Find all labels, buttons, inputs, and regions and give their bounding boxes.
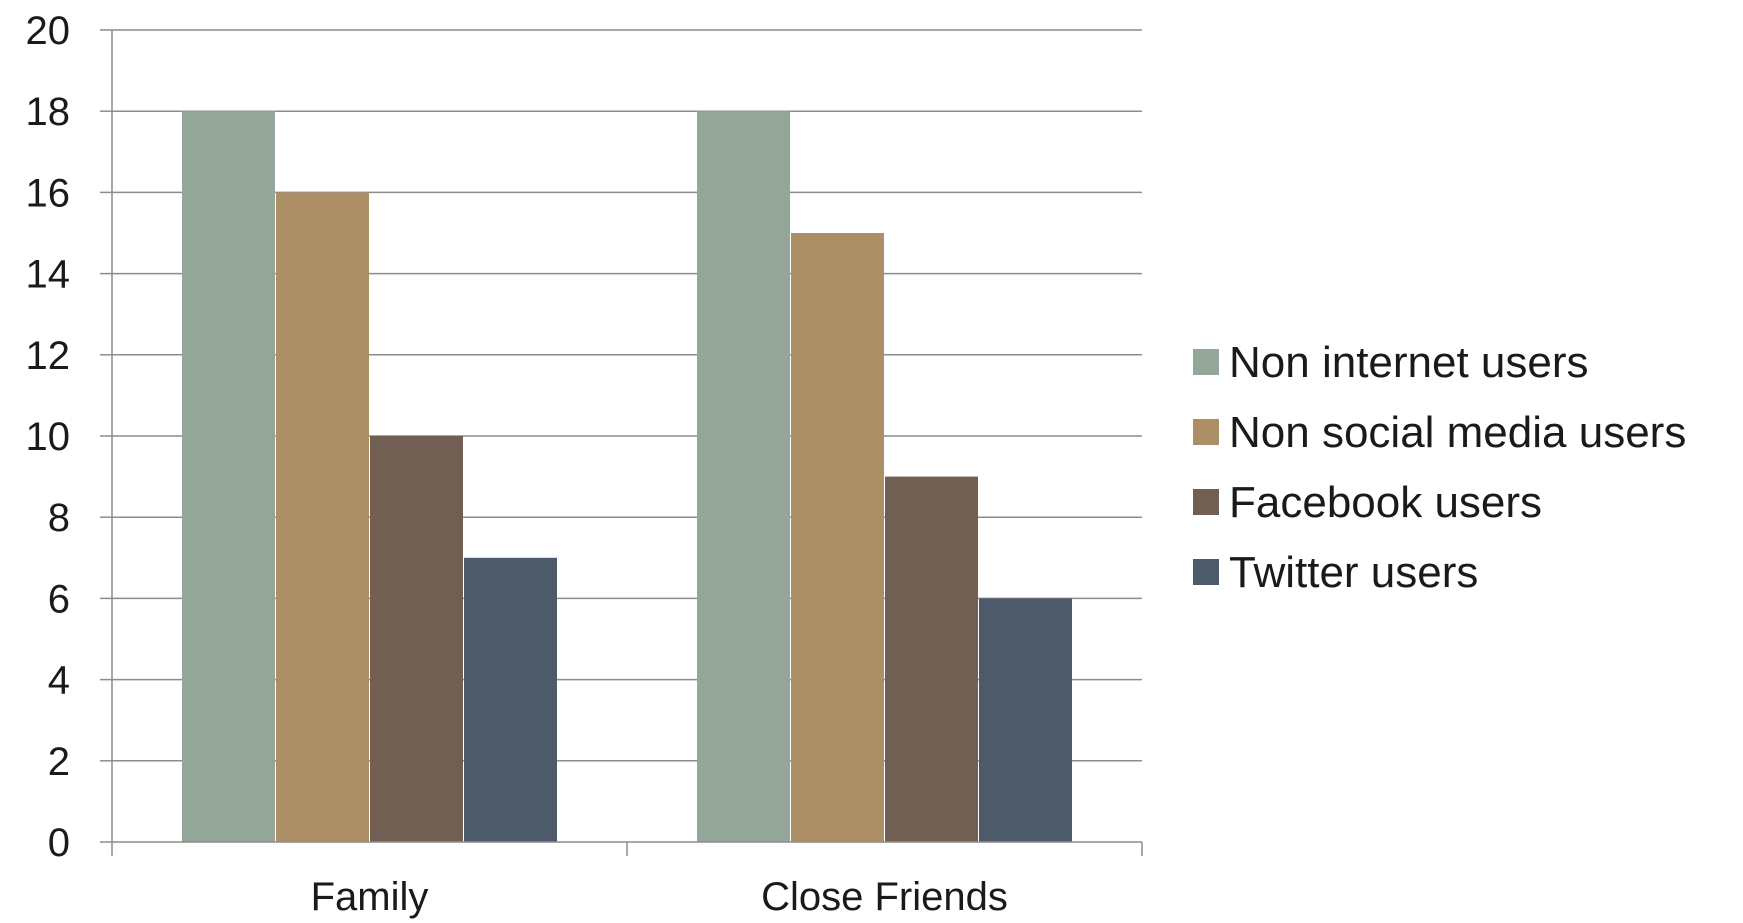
x-tick-label-family: Family bbox=[311, 875, 429, 919]
legend-item-facebook-users: Facebook users bbox=[1193, 478, 1542, 527]
x-tick-label-close-friends: Close Friends bbox=[761, 875, 1008, 919]
bars bbox=[182, 111, 1072, 842]
y-axis-tick-labels: 0 2 4 6 8 10 12 14 16 18 20 bbox=[26, 9, 71, 865]
legend: Non internet users Non social media users… bbox=[1193, 338, 1686, 597]
y-tick-label-8: 8 bbox=[48, 496, 70, 540]
bar-family-facebook-users bbox=[370, 436, 463, 842]
bar-close-friends-non-social-media-users bbox=[791, 233, 884, 842]
bar-close-friends-twitter-users bbox=[979, 598, 1072, 842]
y-tick-label-0: 0 bbox=[48, 821, 70, 865]
bar-close-friends-facebook-users bbox=[885, 476, 978, 842]
y-tick-label-18: 18 bbox=[26, 90, 71, 134]
legend-item-non-internet-users: Non internet users bbox=[1193, 338, 1589, 387]
legend-label: Non internet users bbox=[1229, 338, 1589, 387]
y-tick-label-16: 16 bbox=[26, 171, 71, 215]
bar-family-non-internet-users bbox=[182, 111, 275, 842]
bar-family-non-social-media-users bbox=[276, 192, 369, 842]
bar-family-twitter-users bbox=[464, 557, 557, 842]
legend-swatch bbox=[1193, 489, 1219, 515]
y-tick-label-2: 2 bbox=[48, 740, 70, 784]
legend-label: Facebook users bbox=[1229, 478, 1542, 527]
legend-swatch bbox=[1193, 419, 1219, 445]
legend-item-non-social-media-users: Non social media users bbox=[1193, 408, 1686, 457]
legend-label: Non social media users bbox=[1229, 408, 1686, 457]
x-axis-tick-labels: Family Close Friends bbox=[311, 875, 1008, 919]
y-tick-label-10: 10 bbox=[26, 415, 71, 459]
legend-item-twitter-users: Twitter users bbox=[1193, 548, 1478, 597]
y-tick-label-14: 14 bbox=[26, 253, 71, 297]
y-tick-label-20: 20 bbox=[26, 9, 71, 53]
legend-swatch bbox=[1193, 349, 1219, 375]
bar-close-friends-non-internet-users bbox=[697, 111, 790, 842]
legend-label: Twitter users bbox=[1229, 548, 1478, 597]
y-tick-label-12: 12 bbox=[26, 334, 71, 378]
y-tick-label-6: 6 bbox=[48, 577, 70, 621]
legend-swatch bbox=[1193, 559, 1219, 585]
y-tick-label-4: 4 bbox=[48, 659, 70, 703]
axes bbox=[100, 29, 1143, 856]
